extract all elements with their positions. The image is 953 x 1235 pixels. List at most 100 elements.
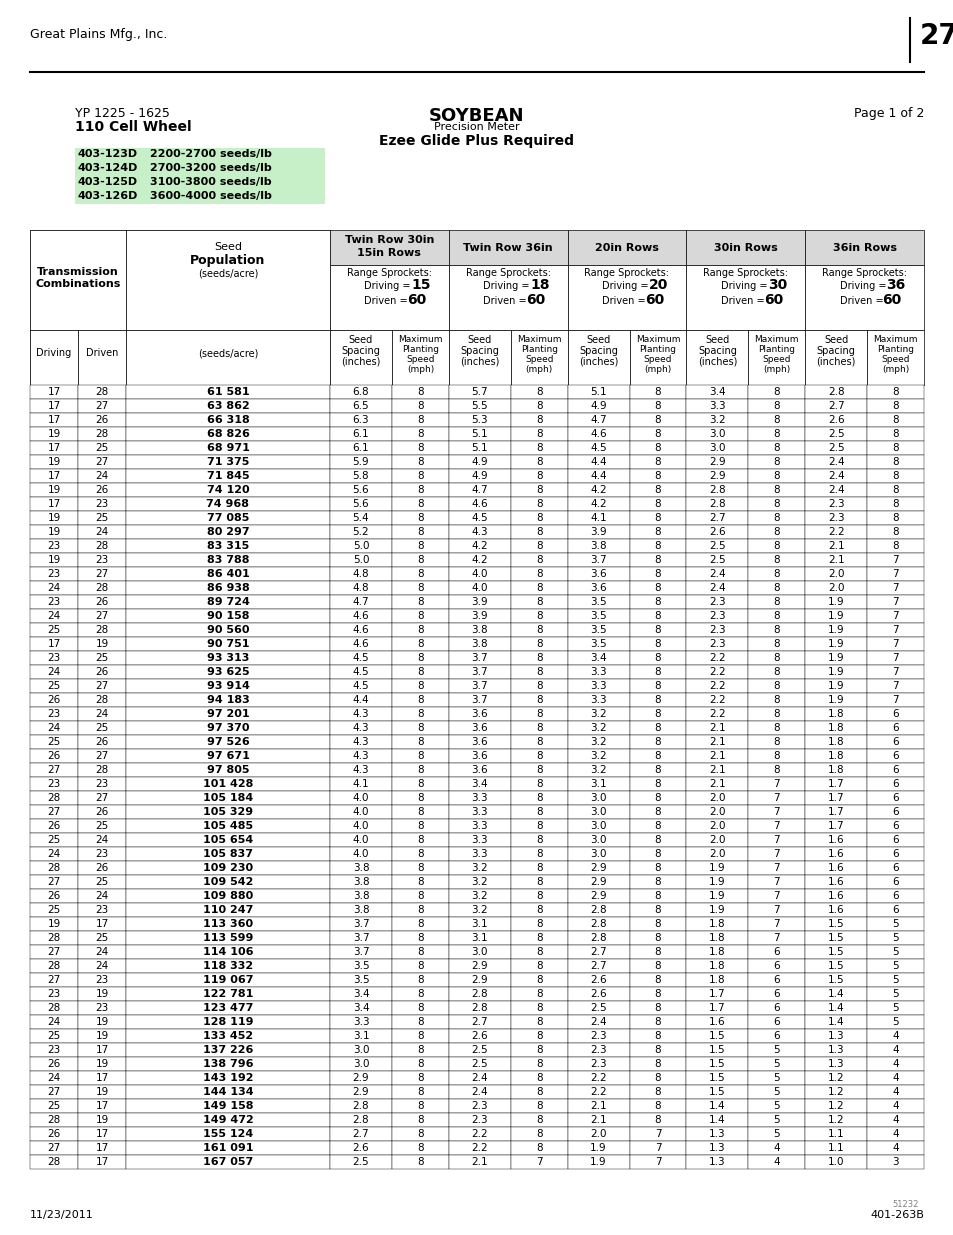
Text: 5: 5 <box>891 932 898 944</box>
Bar <box>78 918 126 931</box>
Text: 3.8: 3.8 <box>590 541 606 551</box>
Bar <box>747 1071 804 1086</box>
Bar <box>629 454 685 469</box>
Bar <box>866 427 923 441</box>
Text: 4.3: 4.3 <box>353 722 369 734</box>
Text: 2.3: 2.3 <box>471 1115 488 1125</box>
Text: 2.9: 2.9 <box>590 890 606 902</box>
Bar <box>510 1155 567 1170</box>
Text: 8: 8 <box>654 1115 660 1125</box>
Text: 4.5: 4.5 <box>590 443 606 453</box>
Bar <box>392 538 448 553</box>
Bar <box>866 580 923 595</box>
Bar <box>78 609 126 622</box>
Bar <box>804 622 866 637</box>
Bar <box>126 651 330 664</box>
Text: 1.8: 1.8 <box>708 947 725 957</box>
Bar <box>685 1015 747 1029</box>
Bar <box>392 483 448 496</box>
Text: 3.1: 3.1 <box>471 919 488 929</box>
Text: 7: 7 <box>891 695 898 705</box>
Bar <box>685 567 747 580</box>
Text: 8: 8 <box>654 443 660 453</box>
Text: 1.5: 1.5 <box>827 974 843 986</box>
Text: 3.8: 3.8 <box>353 877 369 887</box>
Bar <box>747 1057 804 1071</box>
Text: 26: 26 <box>95 667 109 677</box>
Text: 6: 6 <box>891 848 898 860</box>
Bar <box>78 538 126 553</box>
Text: 26: 26 <box>48 890 61 902</box>
Text: 2.0: 2.0 <box>827 583 843 593</box>
Text: 8: 8 <box>536 709 542 719</box>
Bar <box>330 580 392 595</box>
Bar <box>567 567 629 580</box>
Bar <box>510 1128 567 1141</box>
Bar <box>747 496 804 511</box>
Text: Spacing: Spacing <box>816 346 855 356</box>
Bar <box>747 832 804 847</box>
Text: 8: 8 <box>773 401 780 411</box>
Text: Seed: Seed <box>349 335 373 345</box>
Bar <box>685 748 747 763</box>
Text: 4.0: 4.0 <box>353 835 369 845</box>
Text: 1.3: 1.3 <box>708 1129 725 1139</box>
Text: 8: 8 <box>536 680 542 692</box>
Bar <box>448 918 510 931</box>
Bar <box>866 735 923 748</box>
Bar <box>629 538 685 553</box>
Bar <box>30 763 78 777</box>
Text: Planting: Planting <box>876 345 913 354</box>
Text: 23: 23 <box>48 989 61 999</box>
Text: 403-124D: 403-124D <box>78 163 138 173</box>
Bar <box>126 385 330 399</box>
Text: 60: 60 <box>644 293 663 308</box>
Bar <box>685 427 747 441</box>
Bar <box>78 441 126 454</box>
Text: Spacing: Spacing <box>698 346 736 356</box>
Bar <box>330 1099 392 1113</box>
Bar <box>866 987 923 1002</box>
Bar <box>448 721 510 735</box>
Text: 5.0: 5.0 <box>353 555 369 564</box>
Bar <box>510 693 567 706</box>
Text: 8: 8 <box>654 471 660 480</box>
Bar <box>448 266 567 330</box>
Text: 119 067: 119 067 <box>203 974 253 986</box>
Bar <box>126 567 330 580</box>
Text: Maximum: Maximum <box>397 335 442 345</box>
Text: 8: 8 <box>654 583 660 593</box>
Text: Maximum: Maximum <box>635 335 679 345</box>
Bar <box>567 1071 629 1086</box>
Text: 1.9: 1.9 <box>827 695 843 705</box>
Text: 8: 8 <box>654 1031 660 1041</box>
Bar <box>126 330 330 385</box>
Text: 8: 8 <box>654 863 660 873</box>
Text: 1.6: 1.6 <box>708 1016 725 1028</box>
Bar <box>330 609 392 622</box>
Text: 2200-2700 seeds/lb: 2200-2700 seeds/lb <box>150 149 272 159</box>
Text: 7: 7 <box>891 653 898 663</box>
Bar <box>392 960 448 973</box>
Text: 144 134: 144 134 <box>202 1087 253 1097</box>
Text: 1.8: 1.8 <box>708 974 725 986</box>
Text: 1.6: 1.6 <box>827 905 843 915</box>
Text: 133 452: 133 452 <box>203 1031 253 1041</box>
Bar <box>510 748 567 763</box>
Text: 4.8: 4.8 <box>353 583 369 593</box>
Bar <box>629 847 685 861</box>
Text: 4.3: 4.3 <box>353 737 369 747</box>
Bar <box>30 525 78 538</box>
Bar <box>567 266 685 330</box>
Text: 1.4: 1.4 <box>827 1003 843 1013</box>
Text: 8: 8 <box>416 625 423 635</box>
Bar <box>78 595 126 609</box>
Bar <box>30 693 78 706</box>
Text: Combinations: Combinations <box>35 279 121 289</box>
Text: 1.4: 1.4 <box>708 1100 725 1112</box>
Text: 8: 8 <box>536 457 542 467</box>
Text: 8: 8 <box>773 611 780 621</box>
Text: 27: 27 <box>48 764 61 776</box>
Text: 8: 8 <box>416 932 423 944</box>
Text: 3.7: 3.7 <box>471 680 488 692</box>
